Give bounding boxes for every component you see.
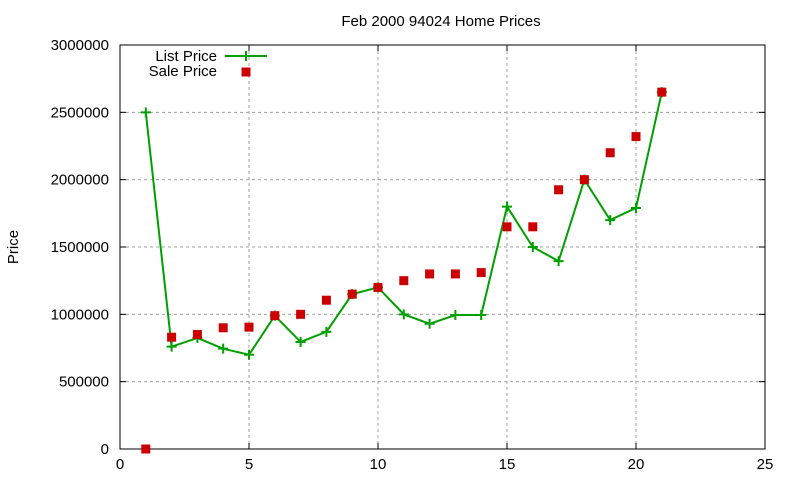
legend-label-list-price: List Price <box>155 48 217 65</box>
sale-price-marker <box>528 222 538 232</box>
chart-title: Feb 2000 94024 Home Prices <box>341 13 540 30</box>
x-tick-label: 0 <box>116 456 124 473</box>
y-tick-label: 1000000 <box>51 306 109 323</box>
list-price-marker <box>450 310 461 321</box>
y-axis-label: Price <box>5 230 22 264</box>
list-price-marker <box>321 326 332 337</box>
list-price-marker <box>631 202 641 213</box>
sale-price-marker <box>321 295 331 305</box>
list-price-marker <box>553 256 564 267</box>
sale-price-marker <box>476 268 486 278</box>
x-tick-label: 25 <box>757 456 774 473</box>
y-tick-label: 2000000 <box>51 172 109 189</box>
sale-price-marker <box>605 148 615 158</box>
sale-price-marker <box>373 282 383 292</box>
sale-price-marker <box>425 269 435 279</box>
sale-price-marker <box>218 323 228 333</box>
sale-price-marker <box>450 269 460 279</box>
legend-marker-list-price <box>241 51 251 61</box>
y-tick-label: 0 <box>101 441 109 458</box>
sale-price-marker <box>554 185 564 195</box>
sale-price-marker <box>296 309 306 319</box>
sale-price-marker <box>244 322 254 332</box>
y-tick-label: 3000000 <box>51 37 109 54</box>
list-price-marker <box>295 336 306 347</box>
sale-price-marker <box>192 330 202 340</box>
list-price-marker <box>424 318 435 329</box>
list-price-marker <box>605 215 616 226</box>
legend-label-sale-price: Sale Price <box>149 63 217 80</box>
sale-price-marker <box>399 276 409 286</box>
x-tick-label: 20 <box>628 456 645 473</box>
x-tick-label: 15 <box>499 456 516 473</box>
legend-marker-sale-price <box>241 67 251 77</box>
sale-price-marker <box>347 289 357 299</box>
sale-price-marker <box>167 332 177 342</box>
y-tick-label: 500000 <box>59 374 109 391</box>
y-tick-label: 2500000 <box>51 104 109 121</box>
list-price-marker <box>218 343 229 354</box>
list-price-marker <box>398 309 409 320</box>
sale-price-marker <box>579 175 589 185</box>
y-tick-label: 1500000 <box>51 239 109 256</box>
list-price-marker <box>140 107 151 118</box>
x-tick-label: 10 <box>370 456 387 473</box>
sale-price-marker <box>502 222 512 232</box>
list-price-marker <box>244 349 254 360</box>
sale-price-marker <box>657 87 667 97</box>
sale-price-marker <box>631 132 641 142</box>
sale-price-marker <box>270 311 280 321</box>
sale-price-marker <box>141 444 151 454</box>
list-price-marker <box>527 242 538 252</box>
list-price-marker <box>166 341 177 352</box>
x-tick-label: 5 <box>245 456 253 473</box>
list-price-marker <box>476 310 487 321</box>
list-price-marker <box>502 201 512 212</box>
